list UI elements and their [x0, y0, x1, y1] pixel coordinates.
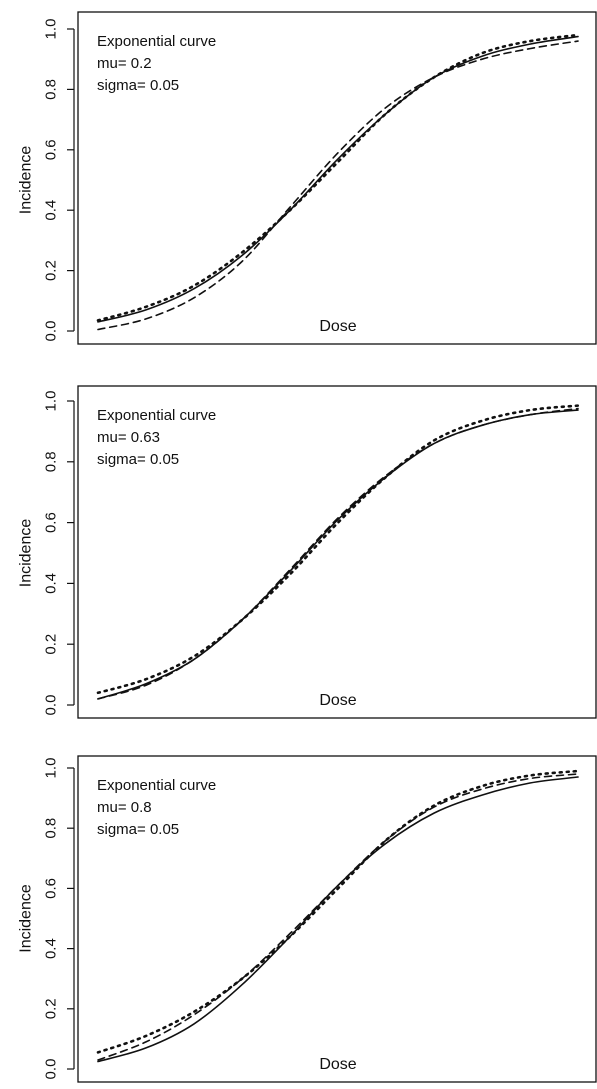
y-tick-label: 0.6: [43, 878, 60, 899]
y-tick-label: 0.2: [43, 998, 60, 1019]
series-dotted-line: [96, 769, 580, 1054]
y-tick-label: 1.0: [43, 758, 60, 779]
y-axis-title: Incidence: [18, 519, 35, 588]
x-axis-title: Dose: [319, 692, 356, 709]
annotation-line: Exponential curve: [97, 777, 216, 794]
y-tick-label: 0.8: [43, 818, 60, 839]
annotation-line: Exponential curve: [97, 407, 216, 424]
y-tick-label: 0.0: [43, 1059, 60, 1080]
y-axis-title: Incidence: [18, 146, 35, 215]
y-tick-label: 0.8: [43, 451, 60, 472]
annotation-line: sigma= 0.05: [97, 77, 179, 94]
x-axis-title: Dose: [319, 318, 356, 335]
y-tick-label: 0.4: [43, 573, 60, 594]
y-tick-label: 0.0: [43, 695, 60, 716]
series-solid-line: [97, 776, 579, 1063]
chart-panel-2: 0.0 0.2 0.4 0.6 0.8 1.0 Incidence Dose Exponenti…: [18, 385, 597, 719]
annotation-line: mu= 0.8: [97, 799, 152, 816]
annotation-line: Exponential curve: [97, 33, 216, 50]
chart-panel-3: 0.0 0.2 0.4 0.6 0.8 1.0 Incidence Dose Exponenti…: [18, 755, 597, 1083]
y-tick-label: 0.8: [43, 79, 60, 100]
series-solid-line: [97, 35, 579, 323]
plot-frame: [77, 11, 597, 345]
y-tick-label: 0.0: [43, 321, 60, 342]
series-dotted-line: [96, 33, 580, 322]
plot-frame: [77, 385, 597, 719]
y-tick-label: 0.4: [43, 200, 60, 221]
y-tick-label: 0.6: [43, 139, 60, 160]
y-tick-label: 1.0: [43, 391, 60, 412]
series-dashed-line: [97, 407, 579, 700]
y-axis-title: Incidence: [18, 884, 35, 953]
chart-panel-1: 0.0 0.2 0.4 0.6 0.8 1.0 Incidence Dose Exponenti…: [18, 11, 597, 345]
x-axis-title: Dose: [319, 1056, 356, 1073]
series-dashed-line: [97, 40, 579, 331]
annotation-line: sigma= 0.05: [97, 821, 179, 838]
series-dotted-line: [96, 404, 580, 695]
y-tick-label: 1.0: [43, 19, 60, 40]
y-tick-label: 0.2: [43, 634, 60, 655]
annotation-line: sigma= 0.05: [97, 451, 179, 468]
annotation-line: mu= 0.63: [97, 429, 160, 446]
series-dashed-line: [97, 773, 579, 1061]
y-tick-label: 0.4: [43, 938, 60, 959]
y-tick-label: 0.6: [43, 512, 60, 533]
plot-frame: [77, 755, 597, 1083]
annotation-line: mu= 0.2: [97, 55, 152, 72]
y-tick-label: 0.2: [43, 260, 60, 281]
